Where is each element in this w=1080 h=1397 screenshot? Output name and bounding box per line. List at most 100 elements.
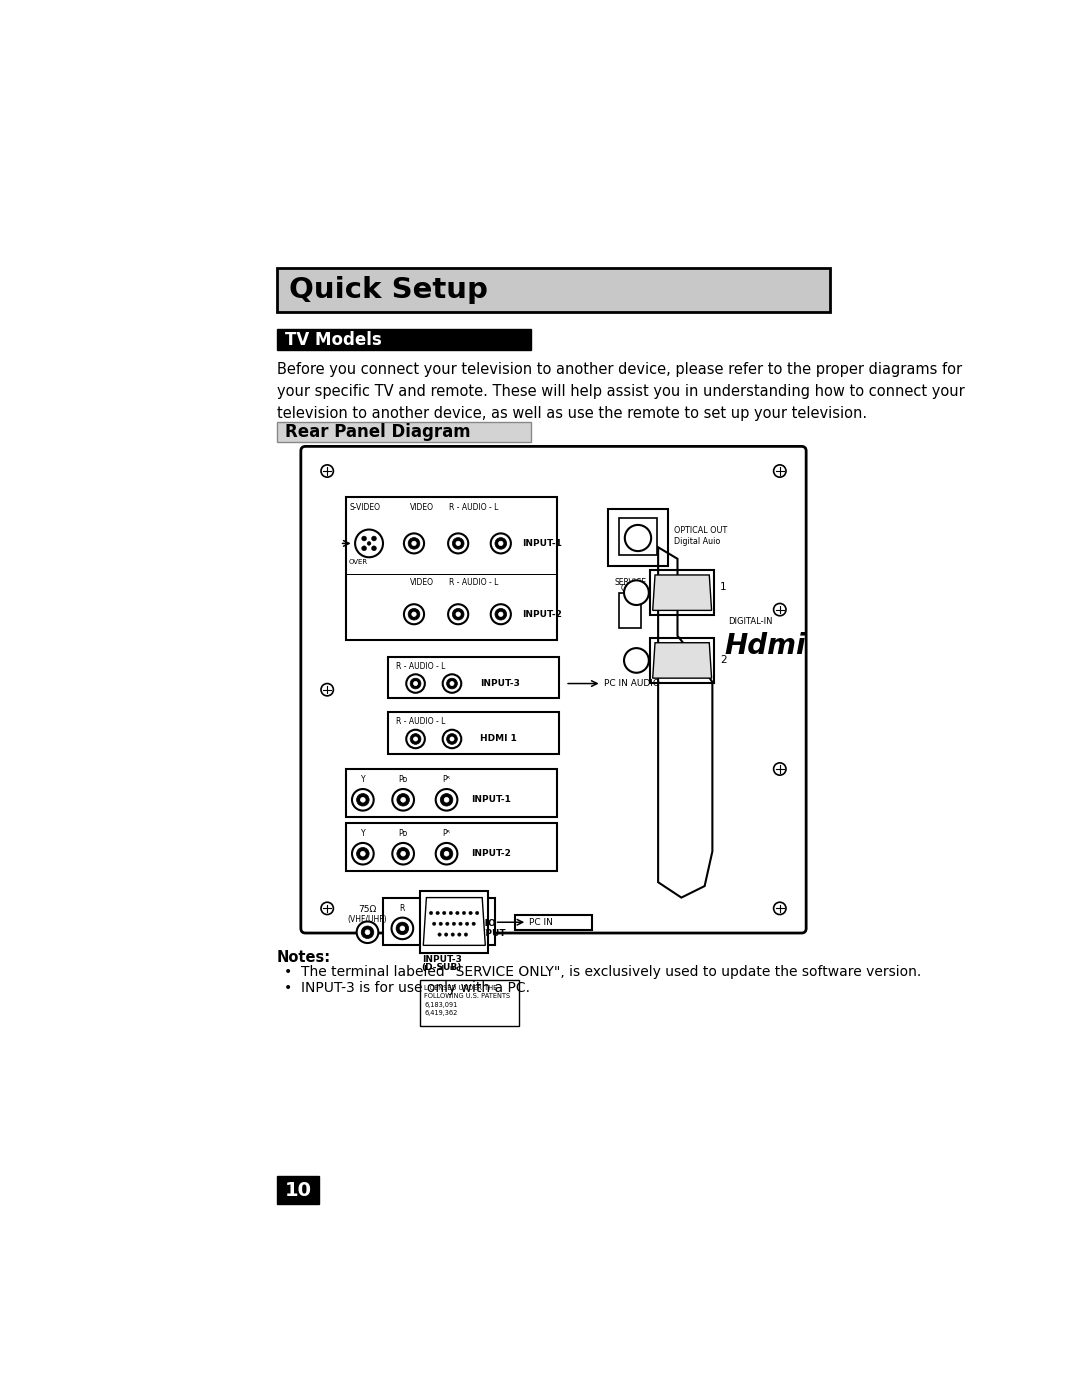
Circle shape [401, 798, 405, 802]
Text: Pᴿ: Pᴿ [443, 828, 450, 838]
Circle shape [453, 609, 464, 620]
Circle shape [458, 933, 461, 936]
Circle shape [443, 675, 461, 693]
Circle shape [447, 733, 457, 745]
Bar [346, 497, 556, 640]
Circle shape [372, 536, 377, 541]
Text: Hdmi: Hdmi [725, 631, 807, 659]
Text: SERVICE: SERVICE [615, 578, 646, 587]
Circle shape [449, 911, 453, 915]
Circle shape [404, 605, 424, 624]
Circle shape [444, 851, 449, 856]
Text: R - AUDIO - L: R - AUDIO - L [396, 662, 446, 671]
Bar [650, 638, 714, 683]
Circle shape [321, 465, 334, 478]
Text: 2: 2 [720, 655, 727, 665]
Text: OPTICAL OUT: OPTICAL OUT [674, 525, 728, 535]
Circle shape [495, 538, 507, 549]
Circle shape [362, 536, 366, 541]
Circle shape [410, 678, 421, 689]
Bar [619, 518, 658, 555]
Text: INPUT-1: INPUT-1 [523, 539, 563, 548]
Circle shape [367, 542, 372, 545]
Circle shape [435, 842, 458, 865]
Text: Before you connect your television to another device, please refer to the proper: Before you connect your television to an… [276, 362, 964, 420]
Circle shape [495, 609, 507, 620]
Text: •  INPUT-3 is for use only with a PC.: • INPUT-3 is for use only with a PC. [284, 981, 530, 995]
Circle shape [396, 793, 409, 806]
Circle shape [773, 465, 786, 478]
Polygon shape [423, 898, 485, 946]
Bar [346, 768, 556, 817]
Bar [346, 823, 556, 870]
Text: R - AUDIO - L: R - AUDIO - L [449, 578, 498, 587]
Circle shape [459, 922, 462, 925]
Text: R - AUDIO - L: R - AUDIO - L [449, 503, 498, 513]
Circle shape [444, 798, 449, 802]
Text: Rear Panel Diagram: Rear Panel Diagram [284, 423, 470, 440]
Circle shape [406, 729, 424, 749]
Text: (VHF/UHF): (VHF/UHF) [348, 915, 388, 923]
Circle shape [453, 538, 464, 549]
Circle shape [448, 605, 469, 624]
Circle shape [446, 922, 449, 925]
Bar [276, 422, 531, 441]
Circle shape [453, 922, 456, 925]
Bar [420, 891, 488, 953]
Text: Y: Y [361, 828, 365, 838]
Circle shape [411, 612, 416, 616]
Circle shape [396, 848, 409, 861]
Circle shape [450, 738, 454, 740]
Text: (D-SUB): (D-SUB) [422, 963, 462, 972]
Text: VIDEO: VIDEO [410, 503, 434, 513]
Circle shape [475, 911, 478, 915]
Circle shape [490, 605, 511, 624]
Circle shape [355, 529, 383, 557]
Text: PC IN AUDIO: PC IN AUDIO [604, 679, 660, 689]
Circle shape [456, 911, 459, 915]
Circle shape [450, 682, 454, 686]
Circle shape [437, 933, 442, 936]
Circle shape [362, 546, 366, 550]
Circle shape [408, 538, 420, 549]
Text: DIGITAL-IN: DIGITAL-IN [728, 616, 772, 626]
Circle shape [624, 648, 649, 673]
Bar [619, 594, 642, 629]
Circle shape [430, 911, 433, 915]
Circle shape [356, 848, 369, 861]
Circle shape [465, 922, 469, 925]
Circle shape [472, 922, 475, 925]
Text: Pᴅ: Pᴅ [399, 828, 408, 838]
Circle shape [435, 922, 447, 935]
Text: Notes:: Notes: [276, 950, 330, 965]
Circle shape [490, 534, 511, 553]
Text: LICENSED UNDER THE
FOLLOWING U.S. PATENTS
6,183,091
6,419,362: LICENSED UNDER THE FOLLOWING U.S. PATENT… [424, 985, 510, 1016]
Circle shape [625, 525, 651, 550]
Text: 75Ω: 75Ω [359, 905, 377, 914]
Circle shape [352, 842, 374, 865]
Circle shape [499, 612, 503, 616]
Text: Pᴿ: Pᴿ [443, 775, 450, 784]
Polygon shape [652, 643, 712, 678]
Circle shape [499, 541, 503, 546]
Circle shape [356, 922, 378, 943]
Circle shape [396, 922, 408, 935]
Circle shape [773, 763, 786, 775]
Text: ONLY: ONLY [621, 584, 640, 592]
Polygon shape [652, 576, 712, 610]
Circle shape [411, 541, 416, 546]
Circle shape [441, 793, 453, 806]
Text: Quick Setup: Quick Setup [289, 277, 488, 305]
Circle shape [321, 902, 334, 915]
Text: TV Models: TV Models [284, 331, 381, 349]
Circle shape [445, 933, 448, 936]
Circle shape [392, 789, 414, 810]
Circle shape [392, 918, 414, 939]
Circle shape [441, 848, 453, 861]
Circle shape [392, 842, 414, 865]
Circle shape [443, 911, 446, 915]
Circle shape [456, 541, 460, 546]
Circle shape [773, 902, 786, 915]
Circle shape [432, 922, 436, 925]
Circle shape [361, 798, 365, 802]
